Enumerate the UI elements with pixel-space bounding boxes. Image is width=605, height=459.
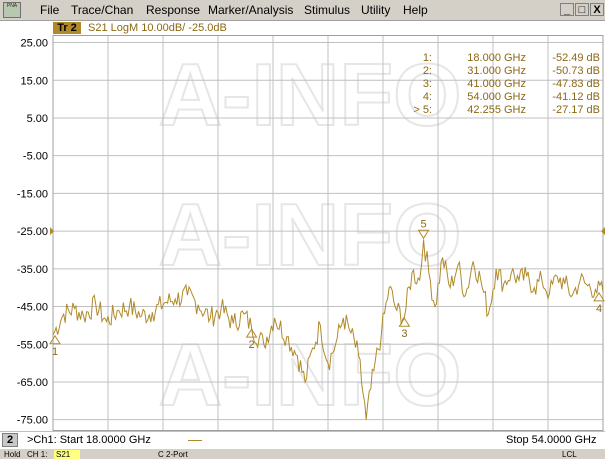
lcl-status: LCL bbox=[562, 450, 577, 459]
reference-level-markers bbox=[50, 227, 605, 236]
marker-table-freq: 41.000 GHz bbox=[467, 78, 526, 90]
marker-table-id: > 5: bbox=[413, 104, 432, 116]
marker-table-row: > 5: 42.255 GHz -27.17 dB bbox=[413, 104, 600, 116]
close-button[interactable]: X bbox=[590, 3, 604, 16]
marker-table: 1: 18.000 GHz -52.49 dB 2: 31.000 GHz -50.73 … bbox=[413, 52, 600, 116]
menu-help[interactable]: Help bbox=[403, 3, 428, 17]
y-tick-label: -55.00 bbox=[17, 339, 48, 351]
pna-app-icon[interactable]: PNA bbox=[3, 2, 21, 18]
marker-1-label: 1 bbox=[52, 346, 58, 358]
marker-table-freq: 54.000 GHz bbox=[467, 91, 526, 103]
reference-marker-right bbox=[601, 227, 605, 236]
reference-marker-left bbox=[50, 227, 54, 236]
trace-legend-line bbox=[188, 440, 202, 441]
y-tick-label: -45.00 bbox=[17, 302, 48, 314]
marker-1-triangle bbox=[49, 334, 61, 345]
trace-status-bar bbox=[0, 21, 605, 35]
s21-trace-line bbox=[52, 239, 604, 420]
marker-table-value: -27.17 dB bbox=[552, 104, 600, 116]
channel-bar bbox=[0, 431, 605, 449]
marker-1[interactable]: 1 bbox=[49, 334, 61, 358]
marker-table-row: 1: 18.000 GHz -52.49 dB bbox=[423, 52, 600, 64]
marker-table-value: -50.73 dB bbox=[552, 65, 600, 77]
menu-utility[interactable]: Utility bbox=[361, 3, 391, 17]
watermark-text: A-INFO bbox=[158, 325, 461, 424]
watermark-text: A-INFO bbox=[158, 45, 461, 144]
marker-table-row: 2: 31.000 GHz -50.73 dB bbox=[423, 65, 600, 77]
y-tick-label: -25.00 bbox=[17, 226, 48, 238]
menu-bar: PNA File Trace/Chan Response Marker/Anal… bbox=[0, 0, 605, 21]
marker-table-id: 3: bbox=[423, 78, 432, 90]
marker-4-triangle bbox=[593, 291, 605, 302]
parameter-status: S21 bbox=[54, 450, 81, 459]
marker-5-triangle bbox=[417, 229, 430, 240]
y-tick-label: -75.00 bbox=[17, 415, 48, 427]
minimize-button[interactable]: _ bbox=[560, 3, 574, 16]
menu-trace-chan[interactable]: Trace/Chan bbox=[71, 3, 134, 17]
marker-table-value: -41.12 dB bbox=[552, 91, 600, 103]
channel-number[interactable]: 2 bbox=[2, 433, 18, 447]
menu-response[interactable]: Response bbox=[146, 3, 201, 17]
plot-markers[interactable]: 1 2 3 4 5 bbox=[49, 218, 605, 358]
marker-table-id: 2: bbox=[423, 65, 432, 77]
marker-table-freq: 31.000 GHz bbox=[467, 65, 526, 77]
marker-4-label: 4 bbox=[596, 303, 602, 315]
trace-info[interactable]: S21 LogM 10.00dB/ -25.0dB bbox=[88, 22, 227, 34]
y-tick-label: 15.00 bbox=[20, 75, 48, 87]
marker-table-value: -47.83 dB bbox=[552, 78, 600, 90]
marker-2[interactable]: 2 bbox=[245, 328, 258, 351]
marker-2-triangle bbox=[245, 328, 258, 338]
marker-3[interactable]: 3 bbox=[398, 317, 411, 340]
marker-table-row: 4: 54.000 GHz -41.12 dB bbox=[423, 91, 600, 103]
start-frequency[interactable]: >Ch1: Start 18.0000 GHz bbox=[27, 434, 151, 446]
hold-status: Hold bbox=[4, 450, 21, 459]
marker-5[interactable]: 5 bbox=[417, 218, 430, 240]
grid bbox=[52, 35, 604, 431]
marker-2-label: 2 bbox=[249, 339, 255, 351]
y-axis-labels: 25.00 15.00 5.00 -5.00 -15.00 -25.00 -35.00 -45… bbox=[17, 38, 48, 427]
restore-button[interactable]: □ bbox=[575, 3, 589, 16]
y-tick-label: 5.00 bbox=[27, 113, 48, 125]
marker-table-freq: 42.255 GHz bbox=[467, 104, 526, 116]
marker-4[interactable]: 4 bbox=[593, 291, 605, 315]
marker-table-id: 4: bbox=[423, 91, 432, 103]
channel-status: CH 1: bbox=[27, 450, 48, 459]
trace-plot[interactable]: A-INFO A-INFO A-INFO 25.00 15.00 5.00 -5.00 -1… bbox=[0, 35, 605, 431]
y-tick-label: -65.00 bbox=[17, 377, 48, 389]
trace-badge[interactable]: Tr 2 bbox=[53, 22, 81, 34]
marker-3-triangle bbox=[398, 317, 411, 327]
y-tick-label: -5.00 bbox=[23, 151, 48, 163]
marker-3-label: 3 bbox=[401, 328, 407, 340]
plot-area[interactable]: A-INFO A-INFO A-INFO 25.00 15.00 5.00 -5.00 -1… bbox=[0, 35, 605, 431]
marker-table-row: 3: 41.000 GHz -47.83 dB bbox=[423, 78, 600, 90]
status-bar: Hold CH 1: S21 C 2-Port LCL bbox=[0, 449, 605, 459]
watermark: A-INFO A-INFO A-INFO bbox=[157, 44, 462, 425]
menu-stimulus[interactable]: Stimulus bbox=[304, 3, 351, 17]
y-tick-label: -35.00 bbox=[17, 264, 48, 276]
y-tick-label: 25.00 bbox=[20, 38, 48, 50]
watermark-text: A-INFO bbox=[158, 185, 461, 284]
port-status: C 2-Port bbox=[158, 450, 188, 459]
menu-marker-analysis[interactable]: Marker/Analysis bbox=[208, 3, 294, 17]
marker-5-label: 5 bbox=[421, 218, 427, 230]
stop-frequency[interactable]: Stop 54.0000 GHz bbox=[506, 434, 597, 446]
marker-table-freq: 18.000 GHz bbox=[467, 52, 526, 64]
menu-file[interactable]: File bbox=[40, 3, 60, 17]
y-tick-label: -15.00 bbox=[17, 188, 48, 200]
marker-table-value: -52.49 dB bbox=[552, 52, 600, 64]
marker-table-id: 1: bbox=[423, 52, 432, 64]
